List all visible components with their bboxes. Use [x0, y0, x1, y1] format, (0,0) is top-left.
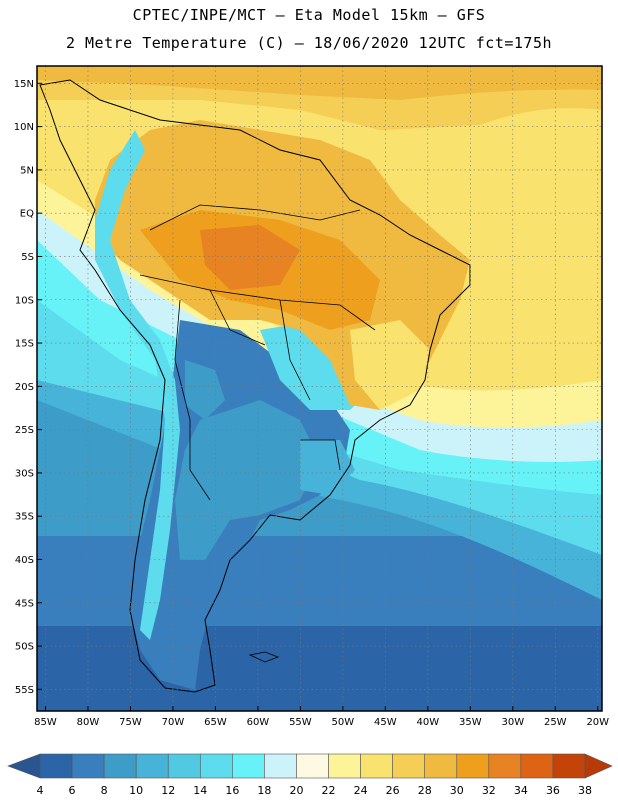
lat-label: 35S: [15, 512, 34, 523]
colorbar-high-arrow: [584, 753, 613, 779]
colorbar-swatch: [488, 753, 522, 779]
colorbar-swatch: [392, 753, 426, 779]
colorbar-label: 36: [546, 784, 560, 797]
lon-label: 85W: [34, 717, 57, 728]
colorbar-swatch: [520, 753, 554, 779]
map-frame: [36, 65, 603, 712]
lat-label: 30S: [15, 468, 34, 479]
colorbar-label: 12: [161, 784, 175, 797]
lat-label: 10N: [14, 122, 34, 133]
lat-label: 55S: [15, 685, 34, 696]
lat-label: 25S: [15, 425, 34, 436]
colorbar-swatch: [456, 753, 490, 779]
land-pampas: [175, 400, 320, 560]
lon-label: 55W: [289, 717, 312, 728]
lon-label: 25W: [544, 717, 567, 728]
colorbar-swatch: [199, 753, 233, 779]
lat-label: 40S: [15, 555, 34, 566]
colorbar-swatch: [135, 753, 169, 779]
colorbar-swatch: [39, 753, 73, 779]
map-title: CPTEC/INPE/MCT – Eta Model 15km – GFS: [132, 6, 486, 24]
colorbar-swatch: [328, 753, 361, 779]
lon-label: 65W: [204, 717, 227, 728]
colorbar-label: 6: [69, 784, 76, 797]
colorbar: 4 6 8 10 12 14 16 18 20 22 24 26 28 30 32 34 36 38: [7, 753, 613, 797]
colorbar-label: 16: [225, 784, 239, 797]
lon-label: 30W: [501, 717, 524, 728]
lat-label: EQ: [20, 209, 34, 220]
falkland-islands: [248, 651, 280, 663]
colorbar-swatch: [424, 753, 458, 779]
colorbar-label: 4: [37, 784, 44, 797]
colorbar-swatch: [71, 753, 105, 779]
colorbar-label: 34: [514, 784, 528, 797]
coastline: [39, 79, 471, 693]
colorbar-label: 28: [418, 784, 432, 797]
temperature-field: [37, 66, 602, 711]
lon-label: 50W: [332, 717, 355, 728]
lon-label: 20W: [586, 717, 609, 728]
lon-label: 70W: [162, 717, 185, 728]
lat-label: 5N: [20, 165, 34, 176]
colorbar-swatch: [296, 753, 329, 779]
colorbar-label: 30: [450, 784, 464, 797]
colorbar-swatch: [167, 753, 201, 779]
map-subtitle: 2 Metre Temperature (C) – 18/06/2020 12U…: [65, 34, 553, 52]
altiplano-cold: [185, 360, 225, 420]
colorbar-swatch: [264, 753, 297, 779]
colorbar-swatch: [552, 753, 586, 779]
colorbar-low-arrow: [7, 753, 41, 779]
colorbar-label: 18: [257, 784, 271, 797]
colorbar-label: 32: [482, 784, 496, 797]
lon-label: 75W: [119, 717, 142, 728]
colorbar-label: 24: [354, 784, 368, 797]
lon-label: 40W: [417, 717, 440, 728]
colorbar-label: 20: [289, 784, 303, 797]
lon-label: 60W: [247, 717, 270, 728]
colorbar-swatch: [232, 753, 265, 779]
land-southeast-brazil: [350, 320, 430, 410]
colorbar-label: 14: [193, 784, 207, 797]
latitude-axis: 15N 10N 5N EQ 5S 10S 15S 20S 25S 30S 35S 40S 45S 50S 5…: [14, 79, 42, 696]
lon-label: 80W: [77, 717, 100, 728]
colorbar-swatch: [360, 753, 393, 779]
andes-cold-ridge: [95, 130, 180, 640]
land-hotspot: [200, 225, 300, 290]
colorbar-label: 22: [322, 784, 336, 797]
lat-label: 15N: [14, 79, 34, 90]
colorbar-label: 10: [129, 784, 143, 797]
band-28-north: [37, 66, 602, 100]
lat-label: 45S: [15, 598, 34, 609]
lon-label: 45W: [374, 717, 397, 728]
lat-label: 50S: [15, 642, 34, 653]
colorbar-label: 8: [101, 784, 108, 797]
lat-label: 10S: [15, 295, 34, 306]
lat-label: 15S: [15, 339, 34, 350]
lat-label: 20S: [15, 382, 34, 393]
colorbar-swatch: [103, 753, 137, 779]
colorbar-label: 38: [578, 784, 592, 797]
colorbar-label: 26: [386, 784, 400, 797]
lon-label: 35W: [459, 717, 482, 728]
land-uruguay: [300, 440, 355, 495]
lat-label: 5S: [21, 252, 34, 263]
longitude-axis: 85W 80W 75W 70W 65W 60W 55W 50W 45W 40W 35W 30W 25W 2…: [34, 706, 609, 728]
